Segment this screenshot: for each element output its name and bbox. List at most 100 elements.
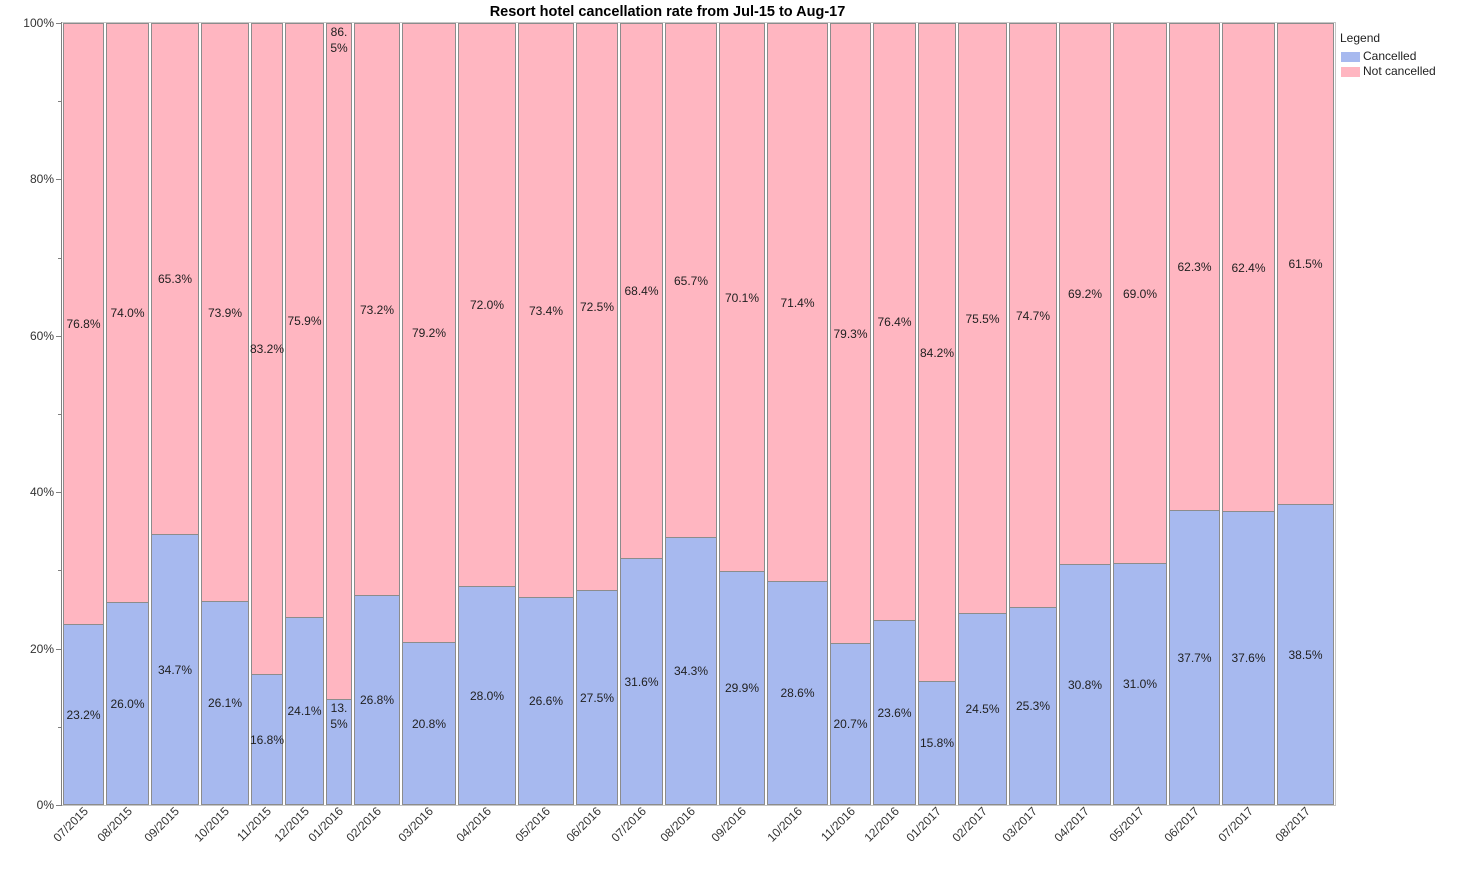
bar-cancelled-10-2016: 28.6% xyxy=(767,581,828,805)
bar-cancelled-09-2016: 29.9% xyxy=(719,571,765,805)
bar-cancelled-06-2016: 27.5% xyxy=(576,590,618,805)
data-label: 73.9% xyxy=(207,305,243,320)
data-label: 37.6% xyxy=(1231,651,1266,665)
x-tick-label: 03/2016 xyxy=(395,804,436,845)
x-tick-label: 11/2016 xyxy=(818,804,858,845)
x-tick-label: 08/2015 xyxy=(94,804,135,845)
bar-not-cancelled-01-2016: 86.5% xyxy=(326,23,352,700)
x-tick-label: 07/2016 xyxy=(608,804,649,845)
legend-swatch-not-cancelled xyxy=(1341,66,1360,77)
data-label: 65.7% xyxy=(673,273,709,288)
legend-label-not-cancelled: Not cancelled xyxy=(1363,64,1436,78)
bar-not-cancelled-12-2015: 75.9% xyxy=(285,23,324,618)
data-label: 62.3% xyxy=(1177,260,1212,274)
legend-entry-not-cancelled[interactable]: Not cancelled xyxy=(1340,64,1436,79)
bar-cancelled-08-2015: 26.0% xyxy=(106,602,149,805)
data-label: 72.5% xyxy=(579,300,615,314)
x-tick-label: 05/2017 xyxy=(1106,804,1147,845)
data-label: 62.4% xyxy=(1231,260,1266,275)
y-minor-tick xyxy=(58,570,61,571)
bar-cancelled-07-2015: 23.2% xyxy=(63,624,104,805)
x-tick-label: 09/2015 xyxy=(141,804,182,845)
bar-cancelled-08-2016: 34.3% xyxy=(665,537,717,805)
bar-cancelled-08-2017: 38.5% xyxy=(1277,504,1334,805)
bar-cancelled-01-2017: 15.8% xyxy=(918,681,956,805)
data-label: 76.8% xyxy=(66,317,101,331)
bar-not-cancelled-09-2016: 70.1% xyxy=(719,23,765,572)
bar-not-cancelled-07-2015: 76.8% xyxy=(63,23,104,625)
data-label: 83.2% xyxy=(249,342,285,356)
data-label: 28.0% xyxy=(469,688,505,703)
legend-title: Legend xyxy=(1340,31,1381,45)
x-tick-label: 04/2016 xyxy=(453,804,494,845)
data-label: 13.5% xyxy=(330,701,348,731)
bar-cancelled-02-2017: 24.5% xyxy=(958,613,1007,805)
x-tick-label: 01/2017 xyxy=(903,804,944,845)
bar-not-cancelled-05-2016: 73.4% xyxy=(518,23,574,598)
data-label: 79.2% xyxy=(411,326,447,340)
bar-cancelled-07-2016: 31.6% xyxy=(620,558,663,805)
data-label: 86.5% xyxy=(330,25,348,55)
data-label: 69.0% xyxy=(1122,286,1158,301)
data-label: 84.2% xyxy=(919,345,955,360)
data-label: 31.6% xyxy=(624,674,659,689)
data-label: 24.1% xyxy=(287,704,322,718)
data-label: 20.8% xyxy=(411,716,447,731)
bar-not-cancelled-08-2016: 65.7% xyxy=(665,23,717,538)
legend-swatch-cancelled xyxy=(1341,51,1360,62)
data-label: 38.5% xyxy=(1288,647,1323,662)
data-label: 31.0% xyxy=(1122,677,1158,691)
y-tick xyxy=(56,336,61,337)
data-label: 71.4% xyxy=(780,295,815,310)
data-label: 37.7% xyxy=(1177,650,1212,665)
bar-cancelled-06-2017: 37.7% xyxy=(1169,510,1220,805)
data-label: 61.5% xyxy=(1288,257,1323,271)
data-label: 23.2% xyxy=(66,707,101,722)
data-label: 20.7% xyxy=(833,717,868,731)
bar-cancelled-01-2016: 13.5% xyxy=(326,699,352,805)
data-label: 73.2% xyxy=(359,302,395,317)
y-minor-tick xyxy=(58,414,61,415)
x-tick-label: 12/2016 xyxy=(861,804,902,845)
data-label: 73.4% xyxy=(528,303,564,318)
bar-not-cancelled-11-2016: 79.3% xyxy=(830,23,871,644)
data-label: 74.0% xyxy=(110,306,145,320)
y-tick-label: 60% xyxy=(29,329,54,343)
x-tick-label: 02/2017 xyxy=(949,804,990,845)
bar-not-cancelled-03-2017: 74.7% xyxy=(1009,23,1057,608)
data-label: 15.8% xyxy=(919,736,955,750)
x-tick-label: 07/2017 xyxy=(1215,804,1256,845)
bar-cancelled-02-2016: 26.8% xyxy=(354,595,400,805)
bar-not-cancelled-11-2015: 83.2% xyxy=(249,23,285,675)
bar-not-cancelled-09-2015: 65.3% xyxy=(151,23,199,535)
bar-cancelled-12-2016: 23.6% xyxy=(873,620,916,805)
bar-cancelled-11-2015: 16.8% xyxy=(249,674,285,805)
bar-not-cancelled-05-2017: 69.0% xyxy=(1113,23,1167,564)
legend-entry-cancelled[interactable]: Cancelled xyxy=(1340,49,1416,64)
y-minor-tick xyxy=(58,727,61,728)
data-label: 75.5% xyxy=(965,311,1000,326)
bar-not-cancelled-04-2016: 72.0% xyxy=(458,23,516,587)
bar-not-cancelled-12-2016: 76.4% xyxy=(873,23,916,621)
bar-cancelled-05-2017: 31.0% xyxy=(1113,563,1167,805)
bar-cancelled-07-2017: 37.6% xyxy=(1222,511,1275,805)
bar-not-cancelled-07-2016: 68.4% xyxy=(620,23,663,559)
data-label: 16.8% xyxy=(249,732,285,747)
y-tick-label: 80% xyxy=(29,172,54,186)
bar-cancelled-09-2015: 34.7% xyxy=(151,534,199,805)
data-label: 26.0% xyxy=(110,696,145,711)
x-tick-label: 10/2016 xyxy=(764,804,805,845)
x-tick-label: 03/2017 xyxy=(999,804,1040,845)
bar-cancelled-11-2016: 20.7% xyxy=(830,643,871,805)
bar-not-cancelled-02-2017: 75.5% xyxy=(958,23,1007,614)
bar-not-cancelled-02-2016: 73.2% xyxy=(354,23,400,596)
y-tick xyxy=(56,492,61,493)
data-label: 24.5% xyxy=(965,702,1000,716)
bar-not-cancelled-08-2015: 74.0% xyxy=(106,23,149,603)
data-label: 23.6% xyxy=(877,705,912,720)
data-label: 34.7% xyxy=(157,662,193,677)
data-label: 69.2% xyxy=(1067,287,1103,301)
bar-not-cancelled-01-2017: 84.2% xyxy=(918,23,956,682)
y-tick xyxy=(56,23,61,24)
